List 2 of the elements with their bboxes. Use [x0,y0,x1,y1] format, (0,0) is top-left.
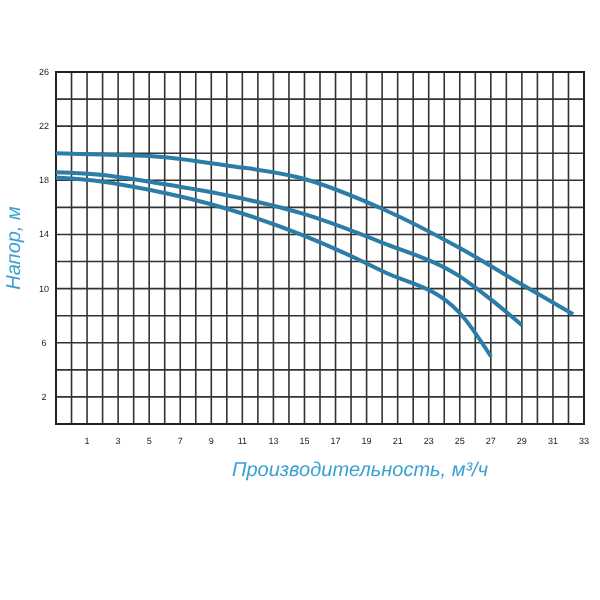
x-axis-title: Производительность, м³/ч [231,460,489,482]
y-axis-title: Напор, м [4,206,26,290]
